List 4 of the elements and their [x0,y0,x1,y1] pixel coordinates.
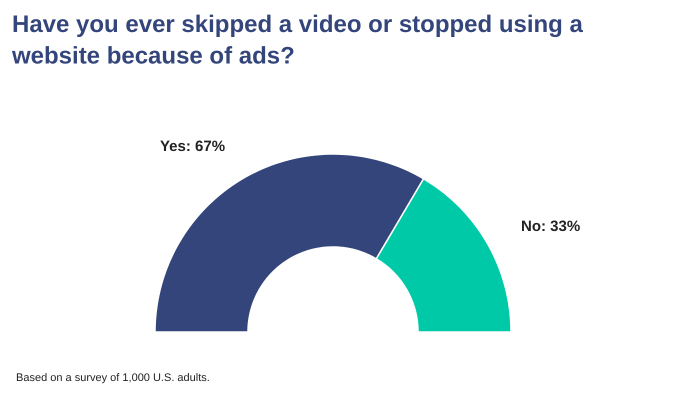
text: Based on a survey of 1,000 U.S. adults. [16,372,210,384]
chart-title: Have you ever skipped a video or stopped using a website because of ads? [11,11,584,70]
slice-label: No: 33% [521,218,580,235]
slice-label: Yes: 67% [160,138,226,155]
